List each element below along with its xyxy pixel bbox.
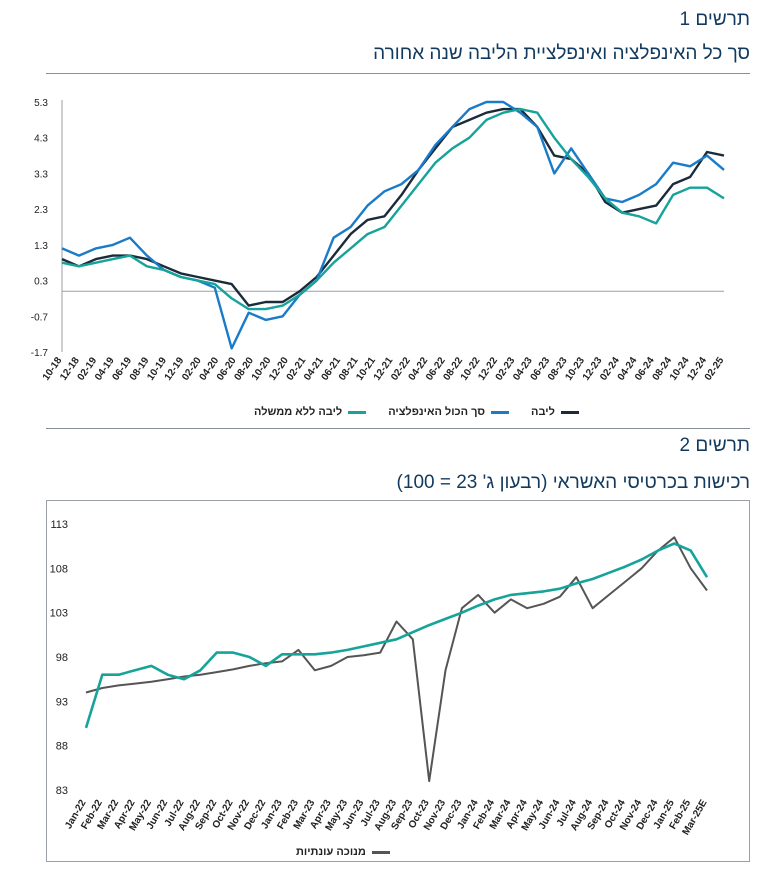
series-line-1 xyxy=(85,536,708,783)
chart-2-legend: מנוכה עונתיות xyxy=(296,846,390,858)
y-tick-label: 4.3 xyxy=(34,134,48,145)
figure-1-title: סך כל האינפלציה ואינפלציית הליבה שנה אחו… xyxy=(373,43,750,64)
legend-item-core: ליבה xyxy=(531,406,579,418)
series-line-0 xyxy=(84,542,709,729)
y-tick-label: 103 xyxy=(50,608,68,620)
chart-2-frame xyxy=(46,500,750,862)
y-tick-label: -0.7 xyxy=(31,312,49,323)
y-tick-label: 93 xyxy=(56,696,68,708)
y-tick-label: 3.3 xyxy=(34,169,48,180)
x-tick-label: 02-25 xyxy=(703,355,727,383)
legend-item-seasonally-adjusted: מנוכה עונתיות xyxy=(296,846,390,858)
series-line-2 xyxy=(61,107,725,311)
legend-label-total: סך הכול האינפלציה xyxy=(388,406,486,418)
y-tick-label: 88 xyxy=(56,741,68,753)
y-tick-label: -1.7 xyxy=(31,348,49,359)
figure-1-title-divider xyxy=(46,73,750,74)
chart-2-plot: 11310810398938883Jan-22Feb-22Mar-22Apr-2… xyxy=(50,519,710,837)
legend-label-seasonally-adjusted: מנוכה עונתיות xyxy=(296,846,366,858)
legend-swatch-seasonally-adjusted xyxy=(371,850,390,854)
legend-swatch-total xyxy=(491,410,510,414)
y-tick-label: 113 xyxy=(50,519,68,531)
y-tick-label: 108 xyxy=(50,563,68,575)
figure-1-label: תרשים 1 xyxy=(679,9,750,30)
legend-item-core-ex-gov: ליבה ללא ממשלה xyxy=(254,406,367,418)
legend-item-total: סך הכול האינפלציה xyxy=(388,406,510,418)
series-line-1 xyxy=(61,100,725,350)
figure-1-bottom-divider xyxy=(46,428,750,429)
chart-1-legend: ליבה סך הכול האינפלציה ליבה ללא ממשלה xyxy=(254,406,579,418)
y-tick-label: 0.3 xyxy=(34,277,48,288)
legend-label-core: ליבה xyxy=(531,406,555,418)
series-line-0 xyxy=(61,107,725,307)
figure-2-label: תרשים 2 xyxy=(679,435,750,456)
y-tick-label: 98 xyxy=(56,652,68,664)
y-tick-label: 5.3 xyxy=(34,98,48,109)
y-tick-label: 83 xyxy=(56,785,68,797)
y-tick-label: 2.3 xyxy=(34,205,48,216)
y-tick-label: 1.3 xyxy=(34,241,48,252)
legend-swatch-core-ex-gov xyxy=(348,410,367,414)
figure-2-title: רכישות בכרטיסי האשראי (רבעון ג' 23 = 100… xyxy=(396,472,750,493)
legend-label-core-ex-gov: ליבה ללא ממשלה xyxy=(254,406,343,418)
chart-1-plot: 5.34.33.32.31.30.3-0.7-1.710-1812-1802-1… xyxy=(31,98,727,383)
legend-swatch-core xyxy=(560,410,579,414)
